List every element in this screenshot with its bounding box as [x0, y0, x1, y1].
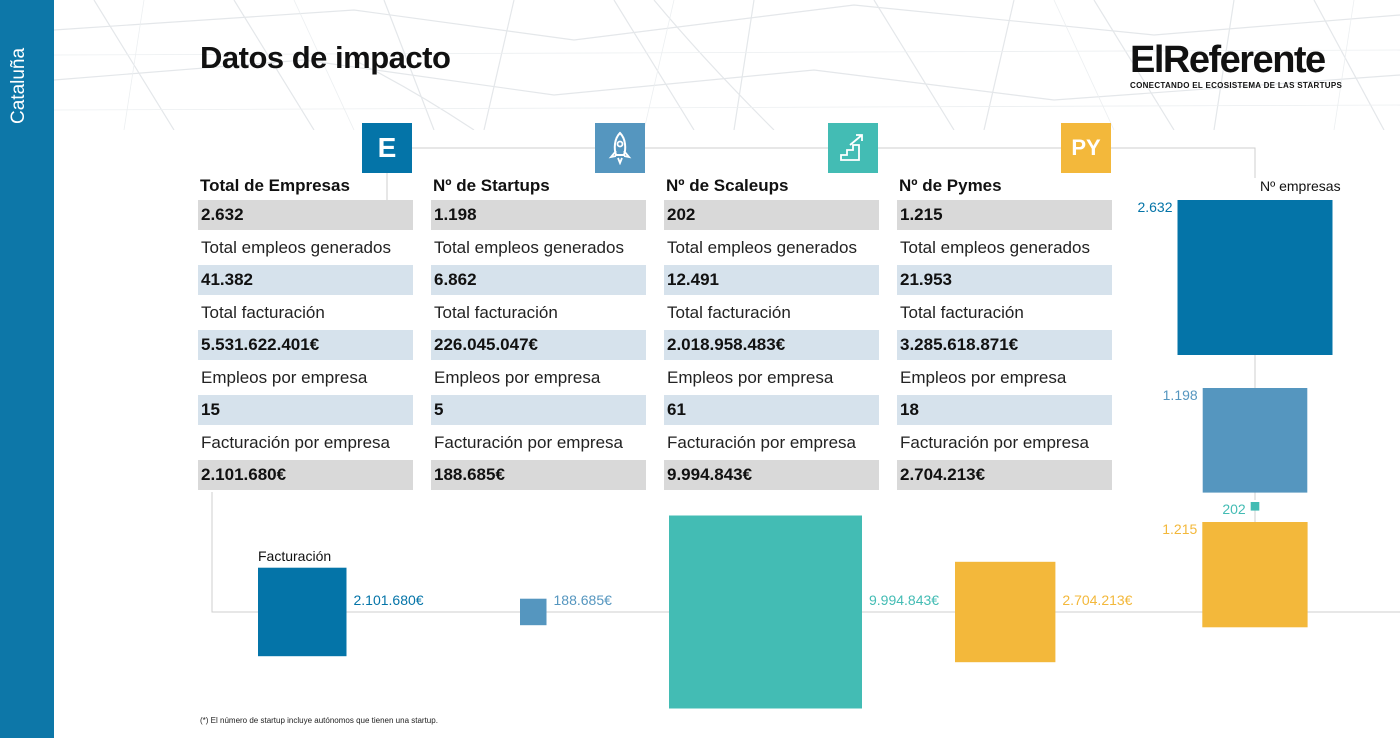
empresas-bar-label-pymes: 1.215 [1162, 521, 1197, 537]
street-map-background [54, 0, 1400, 130]
empleos-empresa-value: 18 [897, 395, 1112, 425]
count-value: 2.632 [198, 200, 413, 230]
empresas-chart-title: Nº empresas [1260, 178, 1341, 194]
logo-text: ElReferente [1130, 39, 1326, 81]
facturacion-bar-label-pymes: 2.704.213€ [1062, 592, 1132, 608]
column-title: Total de Empresas [200, 176, 350, 195]
empleos-empresa-label: Empleos por empresa [667, 367, 834, 387]
empleos-label: Total empleos generados [434, 237, 624, 257]
facturacion-value: 2.018.958.483€ [664, 330, 879, 360]
empleos-value: 12.491 [664, 265, 879, 295]
empleos-label: Total empleos generados [667, 237, 857, 257]
facturacion-label: Total facturación [900, 302, 1024, 322]
facturacion-bar-empresas [258, 567, 347, 657]
facturacion-bar-startups [520, 598, 547, 626]
facturacion-value: 226.045.047€ [431, 330, 646, 360]
letter-e-icon: E [362, 123, 412, 173]
fact-empresa-label: Facturación por empresa [434, 432, 623, 452]
fact-empresa-value: 2.704.213€ [897, 460, 1112, 490]
fact-empresa-value: 9.994.843€ [664, 460, 879, 490]
facturacion-value: 3.285.618.871€ [897, 330, 1112, 360]
facturacion-bar-pymes [955, 561, 1056, 663]
empleos-value: 21.953 [897, 265, 1112, 295]
empleos-value: 41.382 [198, 265, 413, 295]
empresas-bar-label-scaleups: 202 [1222, 501, 1246, 517]
column-scaleups: Nº de Scaleups 202 Total empleos generad… [664, 175, 879, 490]
column-pymes: Nº de Pymes 1.215 Total empleos generado… [897, 175, 1112, 490]
fact-empresa-value: 2.101.680€ [198, 460, 413, 490]
rocket-icon [595, 123, 645, 173]
facturacion-value: 5.531.622.401€ [198, 330, 413, 360]
count-value: 1.198 [431, 200, 646, 230]
column-title: Nº de Pymes [899, 176, 1002, 195]
empresas-bar-scaleups [1250, 502, 1260, 511]
letters-py-icon: PY [1061, 123, 1111, 173]
empleos-empresa-label: Empleos por empresa [201, 367, 368, 387]
column-empresas: Total de Empresas 2.632 Total empleos ge… [198, 175, 413, 490]
column-title: Nº de Scaleups [666, 176, 789, 195]
empresas-bar-pymes [1202, 522, 1308, 628]
facturacion-label: Total facturación [667, 302, 791, 322]
facturacion-label: Total facturación [201, 302, 325, 322]
empleos-empresa-value: 61 [664, 395, 879, 425]
count-value: 1.215 [897, 200, 1112, 230]
count-value: 202 [664, 200, 879, 230]
facturacion-bar-scaleups [669, 515, 862, 709]
empleos-value: 6.862 [431, 265, 646, 295]
empleos-empresa-label: Empleos por empresa [900, 367, 1067, 387]
fact-empresa-label: Facturación por empresa [667, 432, 856, 452]
region-label: Cataluña [8, 47, 29, 124]
sidebar: Cataluña [0, 0, 54, 738]
empleos-label: Total empleos generados [900, 237, 1090, 257]
footnote: (*) El número de startup incluye autónom… [200, 716, 438, 725]
fact-empresa-value: 188.685€ [431, 460, 646, 490]
empresas-bar-startups [1202, 388, 1308, 493]
column-startups: Nº de Startups 1.198 Total empleos gener… [431, 175, 646, 490]
stairs-arrow-icon [828, 123, 878, 173]
fact-empresa-label: Facturación por empresa [201, 432, 390, 452]
facturacion-bar-label-scaleups: 9.994.843€ [869, 592, 939, 608]
empleos-empresa-value: 15 [198, 395, 413, 425]
empresas-bar-label-empresas: 2.632 [1137, 199, 1172, 215]
facturacion-bar-label-startups: 188.685€ [554, 592, 613, 608]
facturacion-bar-label-empresas: 2.101.680€ [354, 592, 424, 608]
empresas-bar-label-startups: 1.198 [1163, 387, 1198, 403]
empresas-bar-empresas [1177, 200, 1333, 355]
fact-empresa-label: Facturación por empresa [900, 432, 1089, 452]
facturacion-chart-title: Facturación [258, 548, 331, 564]
page-title: Datos de impacto [200, 40, 451, 75]
logo-tagline: CONECTANDO EL ECOSISTEMA DE LAS STARTUPS [1130, 81, 1343, 90]
empleos-empresa-label: Empleos por empresa [434, 367, 601, 387]
column-title: Nº de Startups [433, 176, 550, 195]
empleos-label: Total empleos generados [201, 237, 391, 257]
facturacion-label: Total facturación [434, 302, 558, 322]
empleos-empresa-value: 5 [431, 395, 646, 425]
logo: ElReferente CONECTANDO EL ECOSISTEMA DE … [1130, 40, 1352, 90]
